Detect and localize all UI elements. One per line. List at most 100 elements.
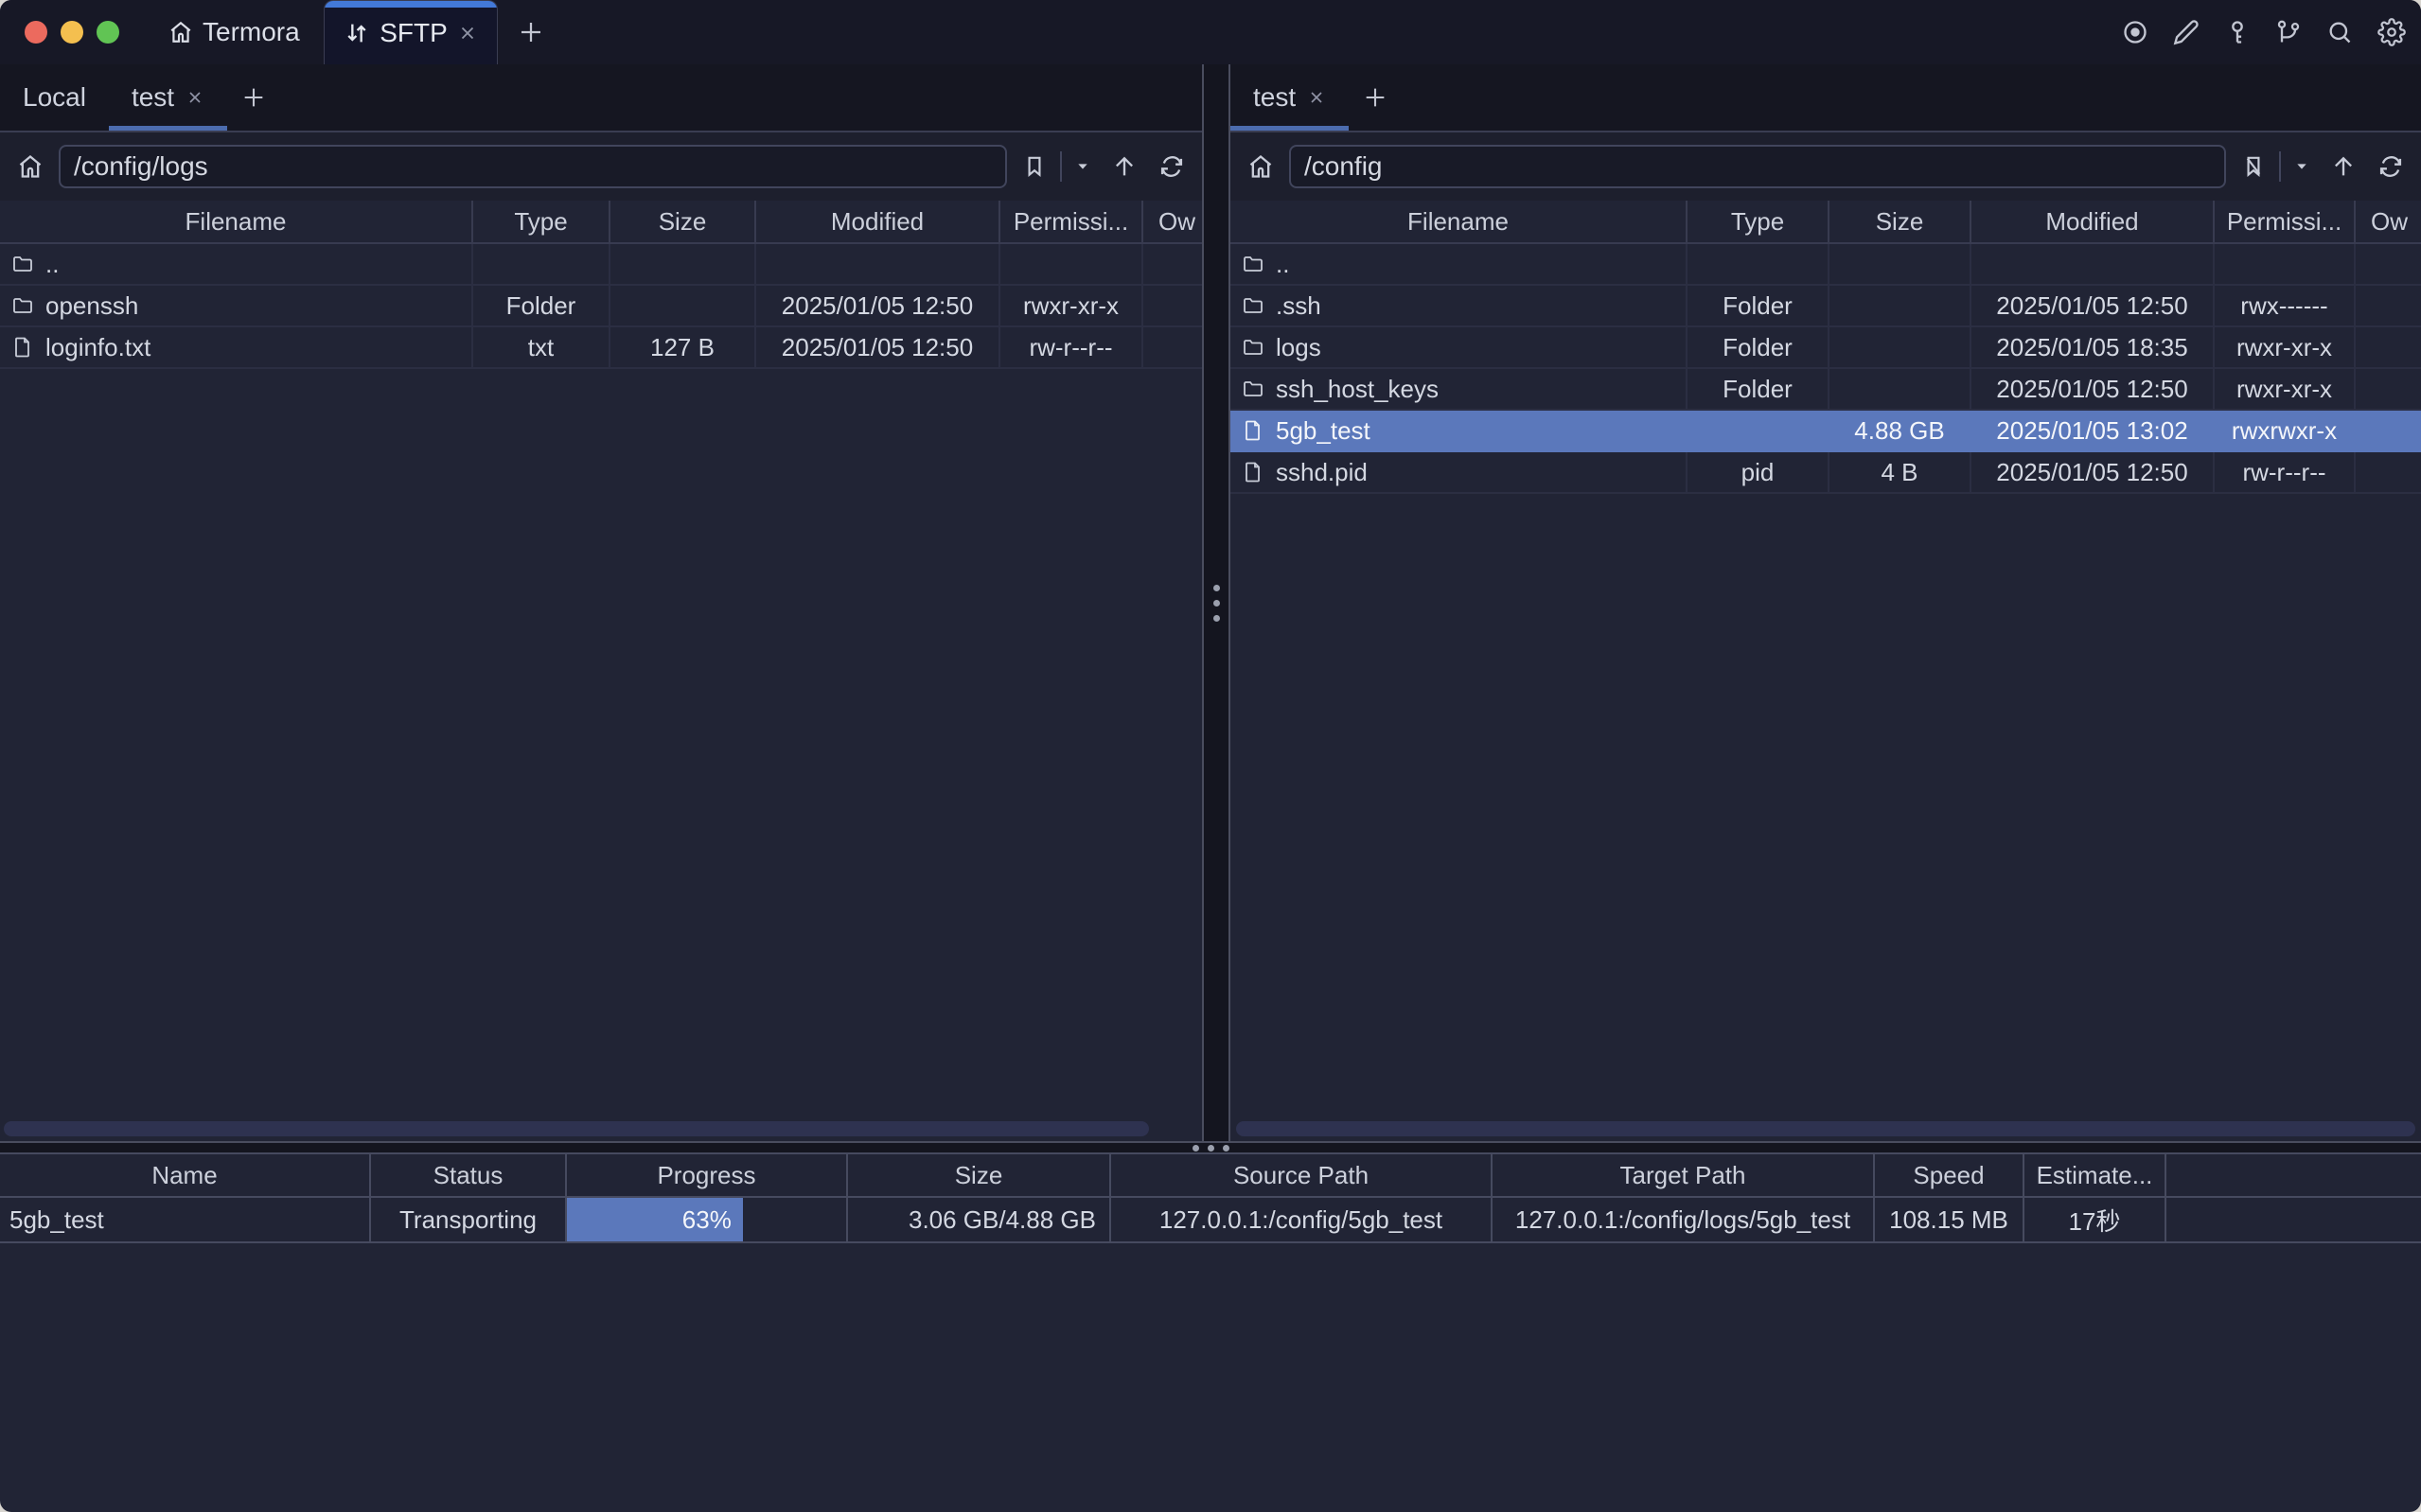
local-panel: Local test [0,64,1202,1141]
table-row[interactable]: sshd.pid pid 4 B 2025/01/05 12:50 rw-r--… [1230,452,2421,494]
close-window-button[interactable] [25,21,47,44]
file-modified [1971,244,2215,284]
remote-panel: test [1230,64,2421,1141]
new-tab-button[interactable] [517,0,545,64]
chevron-down-icon[interactable] [2294,159,2309,174]
refresh-icon[interactable] [2377,153,2404,180]
progress-bar: 63% [567,1198,743,1241]
column-header-owner[interactable]: Ow [1158,206,1195,236]
table-row[interactable]: .. [1230,244,2421,286]
table-row[interactable]: logs Folder 2025/01/05 18:35 rwxr-xr-x [1230,327,2421,369]
file-size: 127 B [610,327,756,367]
close-icon[interactable] [186,88,204,107]
file-owner [2356,369,2421,409]
home-icon [168,20,193,44]
splitter-dot [1207,1144,1214,1152]
table-row[interactable]: openssh Folder 2025/01/05 12:50 rwxr-xr-… [0,286,1202,327]
home-tab[interactable]: Termora [168,17,300,47]
minimize-window-button[interactable] [61,21,83,44]
refresh-icon[interactable] [1158,153,1185,180]
table-row[interactable]: .. [0,244,1202,286]
file-owner [1143,244,1202,284]
tab-local[interactable]: Local [0,64,109,131]
file-size [610,244,756,284]
table-row[interactable]: ssh_host_keys Folder 2025/01/05 12:50 rw… [1230,369,2421,411]
tab-test-right[interactable]: test [1230,64,1350,131]
transfer-row[interactable]: 5gb_test Transporting 63% 3.06 GB/4.88 G… [0,1198,2421,1243]
panel-splitter-vertical[interactable] [1202,64,1230,1141]
file-size [1829,244,1971,284]
table-row[interactable]: .ssh Folder 2025/01/05 12:50 rwx------ [1230,286,2421,327]
folder-icon [1242,253,1264,275]
column-header-source-path[interactable]: Source Path [1111,1154,1493,1196]
add-session-button[interactable] [227,64,280,131]
file-owner [2356,452,2421,492]
bookmark-icon[interactable] [1022,154,1047,179]
column-header-permissions[interactable]: Permissi... [1000,201,1143,242]
column-header-owner[interactable]: Ow [2371,206,2408,236]
tab-test-left[interactable]: test [108,64,228,131]
record-icon[interactable] [2122,19,2148,45]
active-tab-underline [108,126,228,131]
column-header-name[interactable]: Name [0,1154,371,1196]
zoom-window-button[interactable] [97,21,119,44]
horizontal-scrollbar-right[interactable] [1236,1121,2415,1136]
divider [1060,151,1062,182]
key-icon[interactable] [2224,19,2251,45]
column-header-size[interactable]: Size [610,201,756,242]
right-path-actions [2241,151,2404,182]
go-up-icon[interactable] [2330,153,2357,180]
file-owner [1143,286,1202,325]
settings-gear-icon[interactable] [2377,18,2406,46]
close-icon[interactable] [457,23,478,44]
file-type: Folder [473,286,610,325]
file-permissions [1000,244,1143,284]
active-tab-underline [1230,126,1350,131]
file-type [1688,244,1829,284]
bookmark-slash-icon[interactable] [2241,154,2266,179]
column-header-target-path[interactable]: Target Path [1493,1154,1875,1196]
file-permissions: rwxr-xr-x [2215,369,2356,409]
column-header-size[interactable]: Size [848,1154,1111,1196]
home-icon[interactable] [17,153,44,180]
home-icon[interactable] [1247,153,1274,180]
path-input-left[interactable] [59,145,1007,188]
column-header-type[interactable]: Type [473,201,610,242]
column-header-status[interactable]: Status [371,1154,567,1196]
column-header-type[interactable]: Type [1688,201,1829,242]
edit-pencil-icon[interactable] [2173,19,2200,45]
column-header-filename[interactable]: Filename [0,201,473,242]
column-header-estimate[interactable]: Estimate... [2024,1154,2166,1196]
path-input-right[interactable] [1289,145,2226,188]
search-icon[interactable] [2326,19,2353,45]
tab-test-label: test [1253,82,1297,112]
column-header-modified[interactable]: Modified [756,201,1000,242]
tab-sftp[interactable]: SFTP [324,0,498,64]
horizontal-scrollbar-left[interactable] [4,1121,1149,1136]
column-header-modified[interactable]: Modified [1971,201,2215,242]
column-header-speed[interactable]: Speed [1875,1154,2024,1196]
column-header-permissions[interactable]: Permissi... [2215,201,2356,242]
left-path-bar [0,132,1202,201]
panel-splitter-horizontal[interactable] [0,1141,2421,1152]
table-row[interactable]: loginfo.txt txt 127 B 2025/01/05 12:50 r… [0,327,1202,369]
filename: .. [1276,249,1290,278]
column-header-size[interactable]: Size [1829,201,1971,242]
splitter-dot [1212,599,1220,607]
file-owner [2356,244,2421,284]
file-type: txt [473,327,610,367]
close-icon[interactable] [1307,88,1326,107]
column-header-progress[interactable]: Progress [567,1154,848,1196]
table-row-selected[interactable]: 5gb_test 4.88 GB 2025/01/05 13:02 rwxrwx… [1230,411,2421,452]
titlebar: Termora SFTP [0,0,2421,64]
chevron-down-icon[interactable] [1075,159,1090,174]
folder-icon [11,253,34,275]
column-header-filename[interactable]: Filename [1230,201,1688,242]
file-size [1829,286,1971,325]
file-permissions: rwxr-xr-x [1000,286,1143,325]
splitter-dot [1222,1144,1229,1152]
add-session-button[interactable] [1349,64,1402,131]
transfer-progress-cell: 63% [567,1198,848,1241]
go-up-icon[interactable] [1111,153,1138,180]
git-branch-icon[interactable] [2275,19,2302,45]
